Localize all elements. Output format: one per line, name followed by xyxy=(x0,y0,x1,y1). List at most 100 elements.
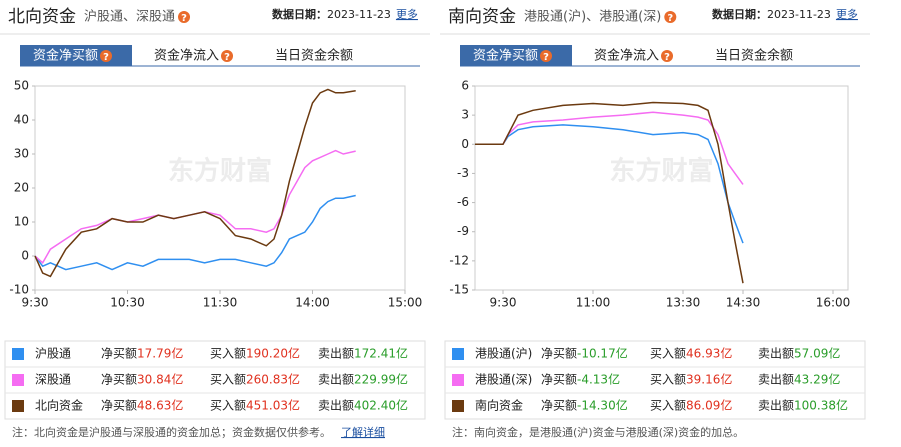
cell-label: 净买额 xyxy=(101,399,137,413)
cell-value: 46.93亿 xyxy=(686,346,732,361)
x-tick-label: 15:00 xyxy=(388,296,423,310)
tab[interactable]: 当日资金余额 xyxy=(715,48,793,64)
help-icon xyxy=(221,50,234,62)
cell-value: 402.40亿 xyxy=(354,398,408,413)
cell-label: 净买额 xyxy=(541,347,577,361)
help-icon xyxy=(664,11,677,23)
cell-label: 卖出额 xyxy=(758,347,794,361)
cell-value: -14.30亿 xyxy=(577,398,628,413)
more-link[interactable]: 更多 xyxy=(396,7,418,21)
x-tick-label: 11:00 xyxy=(576,296,611,310)
more-link[interactable]: 更多 xyxy=(836,7,858,21)
help-icon-text: ? xyxy=(103,52,109,63)
date: 2023-11-23 xyxy=(767,8,831,21)
row-name: 南向资金 xyxy=(475,398,523,413)
series-line xyxy=(34,149,356,264)
x-tick-label: 13:30 xyxy=(666,296,701,310)
watermark: 东方财富 xyxy=(168,156,272,187)
series-line xyxy=(475,124,744,244)
tab[interactable]: 当日资金余额 xyxy=(275,48,353,64)
y-tick-label: -12 xyxy=(449,253,469,267)
cell-label: 卖出额 xyxy=(758,373,794,387)
x-tick-label: 14:00 xyxy=(295,296,330,310)
cell-label: 净买额 xyxy=(101,347,137,361)
help-icon xyxy=(100,50,113,62)
cell-value: 17.79亿 xyxy=(137,346,183,361)
y-tick-label: -6 xyxy=(457,195,469,209)
cell-value: -10.17亿 xyxy=(577,346,628,361)
legend-swatch xyxy=(12,348,24,360)
cell-label: 净买额 xyxy=(101,373,137,387)
cell-label: 卖出额 xyxy=(318,373,354,387)
cell-value: 48.63亿 xyxy=(137,398,183,413)
tab[interactable]: 资金净流入 xyxy=(594,48,659,64)
note: 注：南向资金，是港股通(沪)资金与港股通(深)资金的加总。 xyxy=(452,425,744,439)
note-link[interactable]: 了解详细 xyxy=(341,425,385,439)
cell-label: 卖出额 xyxy=(318,399,354,413)
help-icon xyxy=(178,11,191,23)
cell-value: 190.20亿 xyxy=(246,346,300,361)
row-name: 沪股通 xyxy=(35,347,71,361)
cell-value: 39.16亿 xyxy=(686,372,732,387)
panel-title: 北向资金 xyxy=(8,7,76,27)
cell-value: 260.83亿 xyxy=(246,372,300,387)
help-icon-text: ? xyxy=(181,13,187,24)
cell-value: 30.84亿 xyxy=(137,372,183,387)
row-name: 深股通 xyxy=(35,373,71,387)
legend-swatch xyxy=(12,400,24,412)
cell-label: 买入额 xyxy=(650,373,686,387)
legend-swatch xyxy=(452,374,464,386)
cell-label: 净买额 xyxy=(541,399,577,413)
cell-label: 净买额 xyxy=(541,373,577,387)
cell-value: 172.41亿 xyxy=(354,346,408,361)
row-name: 北向资金 xyxy=(35,398,83,413)
panel-title: 南向资金 xyxy=(448,7,516,27)
y-tick-label: 50 xyxy=(14,79,29,93)
cell-value: 229.99亿 xyxy=(354,372,408,387)
cell-value: 100.38亿 xyxy=(794,398,848,413)
row-name: 港股通(深) xyxy=(475,373,532,387)
y-tick-label: 0 xyxy=(21,249,29,263)
cell-label: 买入额 xyxy=(650,347,686,361)
help-icon-text: ? xyxy=(543,52,549,63)
y-tick-label: 40 xyxy=(14,113,29,127)
plot-area xyxy=(34,85,406,291)
cell-value: 86.09亿 xyxy=(686,398,732,413)
cell-label: 卖出额 xyxy=(758,399,794,413)
plot-area xyxy=(474,85,849,291)
x-tick-label: 10:30 xyxy=(110,296,145,310)
legend-swatch xyxy=(12,374,24,386)
x-tick-label: 16:00 xyxy=(816,296,851,310)
summary-table xyxy=(444,340,866,420)
x-tick-label: 9:30 xyxy=(490,296,517,310)
y-tick-label: -15 xyxy=(449,283,469,297)
legend-swatch xyxy=(452,348,464,360)
y-tick-label: -3 xyxy=(457,166,469,180)
cell-value: 451.03亿 xyxy=(246,398,300,413)
panel-subtitle: 沪股通、深股通 xyxy=(84,9,175,25)
tab[interactable]: 资金净买额 xyxy=(473,48,538,64)
panel-subtitle: 港股通(沪)、港股通(深) xyxy=(524,9,661,25)
help-icon-text: ? xyxy=(664,52,670,63)
date-label: 数据日期： xyxy=(712,7,767,21)
watermark: 东方财富 xyxy=(609,156,713,187)
row-name: 港股通(沪) xyxy=(475,347,532,361)
cell-label: 买入额 xyxy=(210,399,246,413)
y-tick-label: 3 xyxy=(461,108,469,122)
y-tick-label: -10 xyxy=(9,283,29,297)
cell-label: 买入额 xyxy=(210,373,246,387)
legend-swatch xyxy=(452,400,464,412)
tab[interactable]: 资金净买额 xyxy=(33,48,98,64)
cell-label: 买入额 xyxy=(650,399,686,413)
help-icon xyxy=(661,50,674,62)
x-tick-label: 9:30 xyxy=(22,296,49,310)
x-tick-label: 14:30 xyxy=(726,296,761,310)
y-tick-label: -9 xyxy=(457,224,469,238)
series-line xyxy=(475,101,744,284)
tab[interactable]: 资金净流入 xyxy=(154,48,219,64)
date-label: 数据日期： xyxy=(272,7,327,21)
cell-label: 卖出额 xyxy=(318,347,354,361)
y-tick-label: 10 xyxy=(14,215,29,229)
cell-value: -4.13亿 xyxy=(577,372,620,387)
